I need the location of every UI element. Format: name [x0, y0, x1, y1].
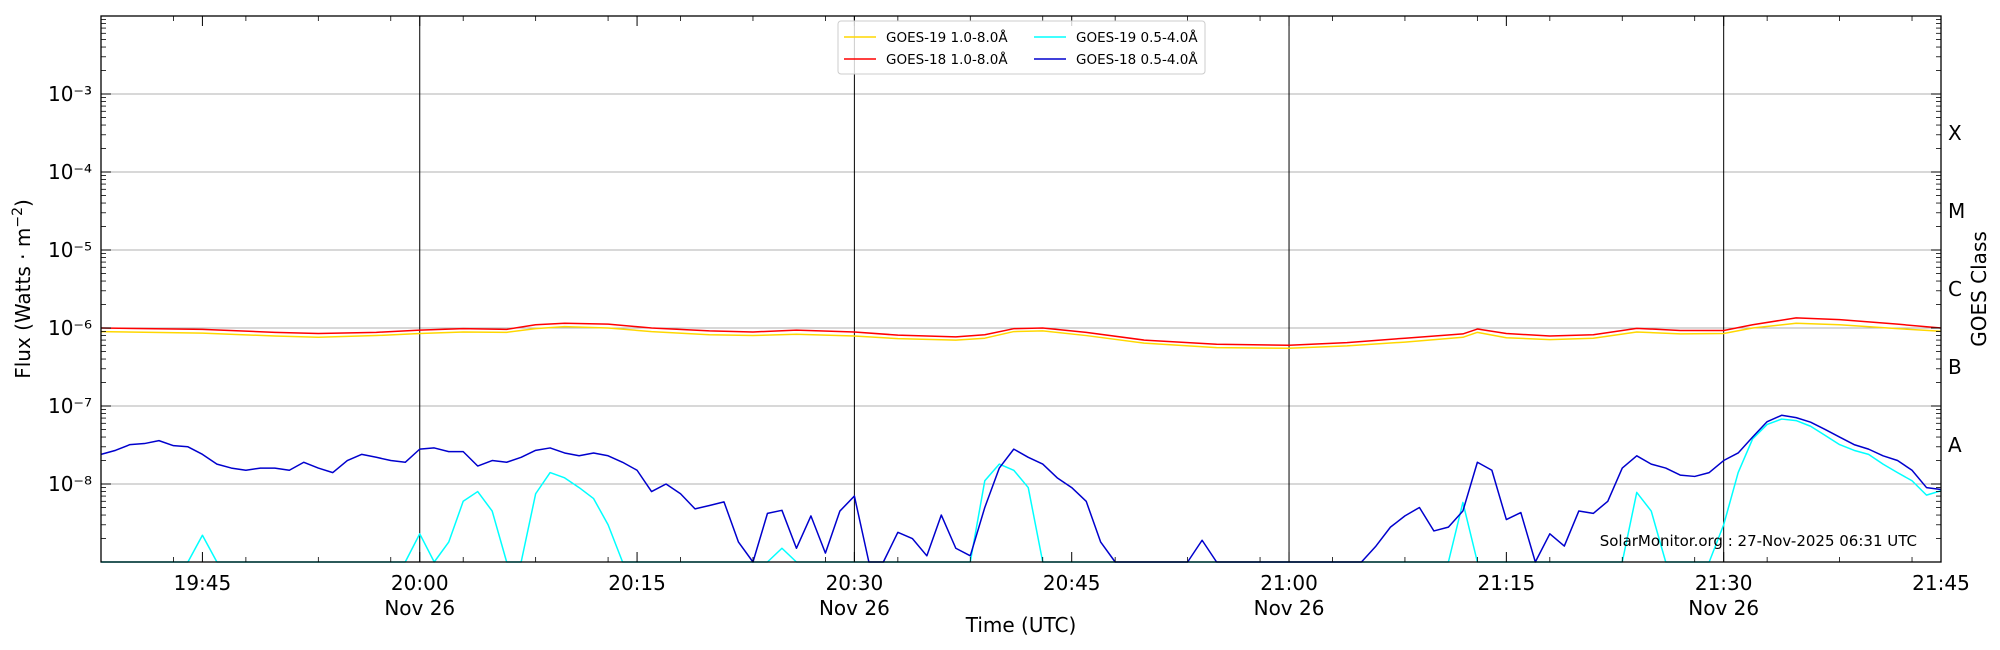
goes-class-label-m: M: [1948, 199, 1965, 223]
x-tick-label: 21:00: [1260, 571, 1318, 595]
watermark-text: SolarMonitor.org : 27-Nov-2025 06:31 UTC: [1600, 532, 1917, 550]
goes-class-label-b: B: [1948, 355, 1962, 379]
y-tick-label: 10⁻⁸: [48, 472, 92, 496]
vline-layer: [419, 16, 1725, 562]
x-tick-date-label: Nov 26: [1688, 596, 1759, 620]
x-tick-date-label: Nov 26: [384, 596, 455, 620]
legend-box: [837, 20, 1206, 75]
x-tick-label: 21:15: [1478, 571, 1536, 595]
y-axis-title: Flux (Watts · m−2): [10, 199, 35, 379]
x-axis-title: Time (UTC): [965, 613, 1077, 637]
series-line-0: [100, 322, 1942, 349]
plot-border: [100, 15, 1942, 563]
goes-class-label-x: X: [1948, 121, 1962, 145]
y-tick-label: 10⁻⁷: [48, 394, 92, 418]
plot-frame: [100, 15, 1942, 563]
goes-class-label-c: C: [1948, 277, 1962, 301]
x-tick-label: 20:15: [608, 571, 666, 595]
y-axis-title-close: ): [11, 199, 35, 207]
x-tick-label: 20:45: [1043, 571, 1101, 595]
goes-class-label-a: A: [1948, 433, 1962, 457]
legend: GOES-19 1.0-8.0Å GOES-18 1.0-8.0Å GOES-19 …: [837, 20, 1206, 75]
legend-label-3: GOES-18 0.5-4.0Å: [1076, 51, 1198, 68]
series-line-2: [101, 418, 1942, 563]
label-layer: Time (UTC) Flux (Watts · m−2) GOES Class…: [10, 199, 1991, 637]
x-tick-label: 21:30: [1695, 571, 1753, 595]
y-tick-label: 10⁻⁴: [48, 160, 92, 184]
series-line-3: [100, 414, 1942, 563]
y-axis-title-exponent: −2: [10, 207, 26, 228]
goes-class-axis-title: GOES Class: [1967, 231, 1991, 347]
x-tick-date-label: Nov 26: [1254, 596, 1325, 620]
y-tick-label: 10⁻³: [48, 82, 92, 106]
y-tick-label: 10⁻⁶: [48, 316, 92, 340]
legend-label-0: GOES-19 1.0-8.0Å: [886, 29, 1008, 46]
y-axis-title-main: Flux (Watts · m: [11, 228, 35, 379]
legend-label-1: GOES-18 1.0-8.0Å: [886, 51, 1008, 68]
x-tick-label: 19:45: [174, 571, 232, 595]
series-layer: [100, 317, 1942, 563]
x-tick-label: 21:45: [1912, 571, 1970, 595]
y-tick-label: 10⁻⁵: [48, 238, 92, 262]
x-tick-label: 20:00: [391, 571, 449, 595]
series-line-1: [100, 317, 1942, 347]
x-tick-date-label: Nov 26: [819, 596, 890, 620]
legend-label-2: GOES-19 0.5-4.0Å: [1076, 29, 1198, 46]
x-tick-label: 20:30: [826, 571, 884, 595]
